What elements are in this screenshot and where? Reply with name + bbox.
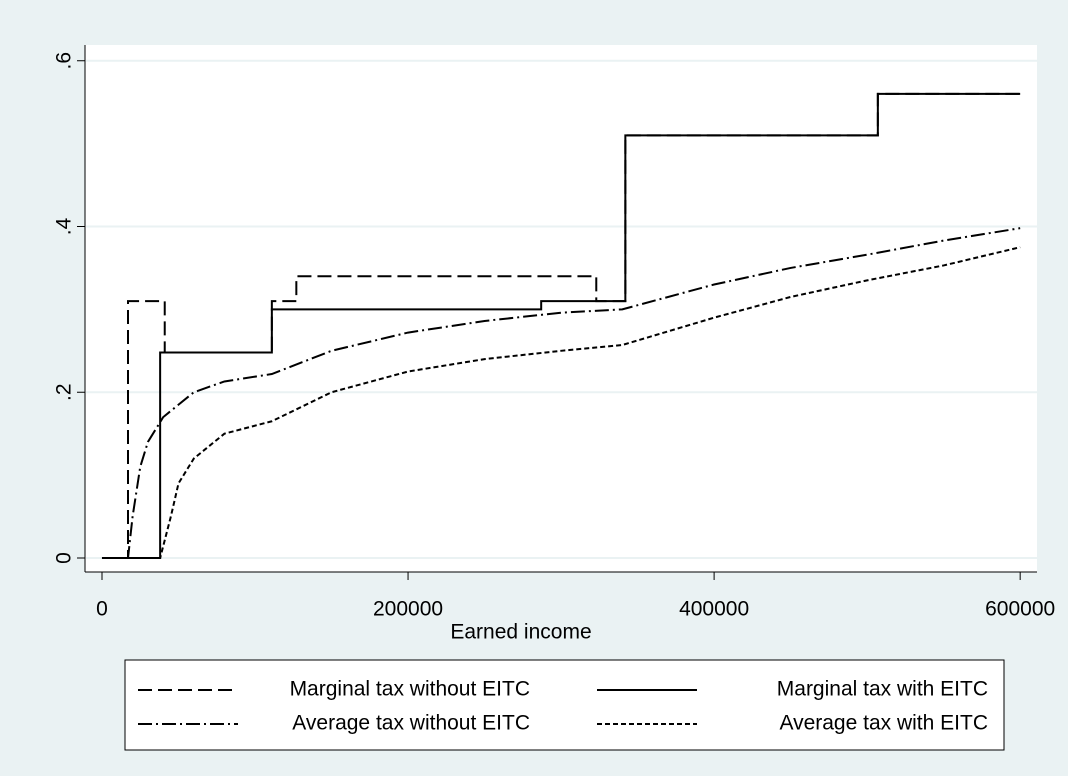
x-axis-title: Earned income bbox=[450, 621, 591, 644]
y-tick-label: .6 bbox=[53, 52, 76, 70]
legend bbox=[124, 659, 1005, 751]
series-line bbox=[101, 246, 1021, 559]
y-tick-label: .4 bbox=[53, 217, 76, 235]
y-tick-label: 0 bbox=[53, 552, 76, 564]
legend-label: Marginal tax with EITC bbox=[777, 678, 988, 701]
legend-label: Marginal tax without EITC bbox=[290, 678, 530, 701]
plot-area bbox=[85, 45, 1037, 572]
x-tick-label: 0 bbox=[96, 598, 108, 621]
legend-label: Average tax with EITC bbox=[779, 712, 988, 735]
x-tick-label: 600000 bbox=[985, 598, 1055, 621]
x-tick-label: 200000 bbox=[373, 598, 443, 621]
legend-label: Average tax without EITC bbox=[292, 712, 530, 735]
series-line bbox=[101, 227, 1021, 559]
series-line bbox=[101, 92, 1021, 559]
y-tick-label: .2 bbox=[53, 383, 76, 401]
x-tick-label: 400000 bbox=[679, 598, 749, 621]
